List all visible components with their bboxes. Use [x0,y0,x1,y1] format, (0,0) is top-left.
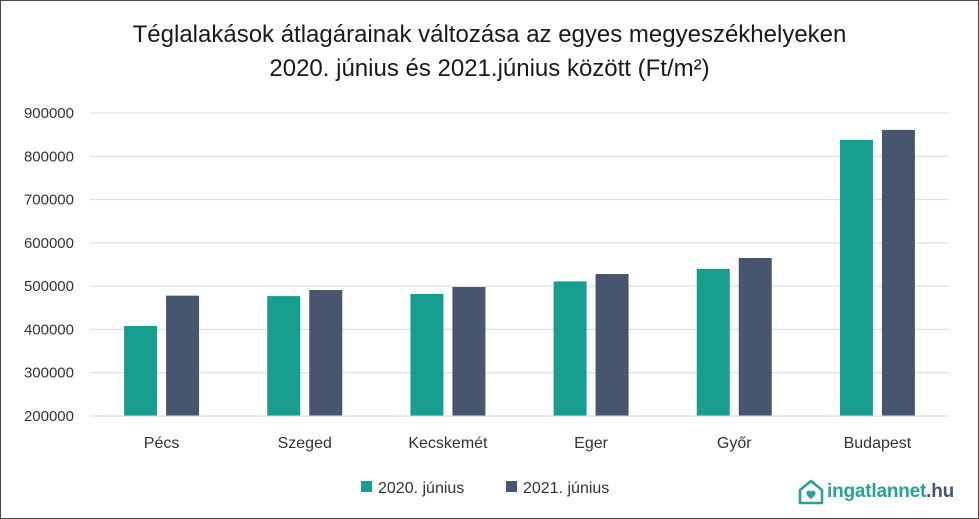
bar-2021 [166,295,200,416]
x-tick-label: Pécs [144,435,180,452]
chart-title: Téglalakások átlagárainak változása az e… [0,18,979,86]
y-tick-label: 500000 [24,278,74,295]
y-tick-label: 900000 [24,105,74,122]
legend-label: 2021. június [523,480,609,497]
bar-2020 [267,296,301,416]
bar-2020 [839,139,873,416]
bar-2021 [881,129,915,417]
logo-wordmark: ingatlannet.hu [827,481,954,503]
bar-2020 [124,325,158,416]
x-tick-label: Eger [574,435,608,452]
legend-label: 2020. június [378,480,464,497]
bar-2021 [452,287,486,416]
y-tick-label: 300000 [24,365,74,382]
y-tick-label: 400000 [24,321,74,338]
logo-domain: .hu [926,481,955,502]
y-tick-label: 700000 [24,192,74,209]
chart-title-line-2: 2020. június és 2021.június között (Ft/m… [269,55,710,82]
house-heart-icon [798,479,824,505]
bar-2021 [738,258,772,416]
bar-2021 [309,290,343,416]
x-tick-label: Budapest [844,435,912,452]
y-tick-label: 600000 [24,235,74,252]
logo-name: ingatlannet [827,481,927,502]
legend-swatch [506,481,517,492]
y-tick-label: 800000 [24,148,74,165]
ingatlannet-logo: ingatlannet.hu [798,478,954,506]
legend-swatch [361,481,372,492]
bar-2020 [410,293,444,416]
bar-2020 [696,268,730,416]
x-tick-label: Győr [717,435,752,452]
x-tick-label: Szeged [278,435,332,452]
bar-2021 [595,274,629,416]
chart-title-line-1: Téglalakások átlagárainak változása az e… [132,21,847,48]
x-tick-label: Kecskemét [408,435,488,452]
bar-2020 [553,281,587,416]
y-tick-label: 200000 [24,408,74,425]
